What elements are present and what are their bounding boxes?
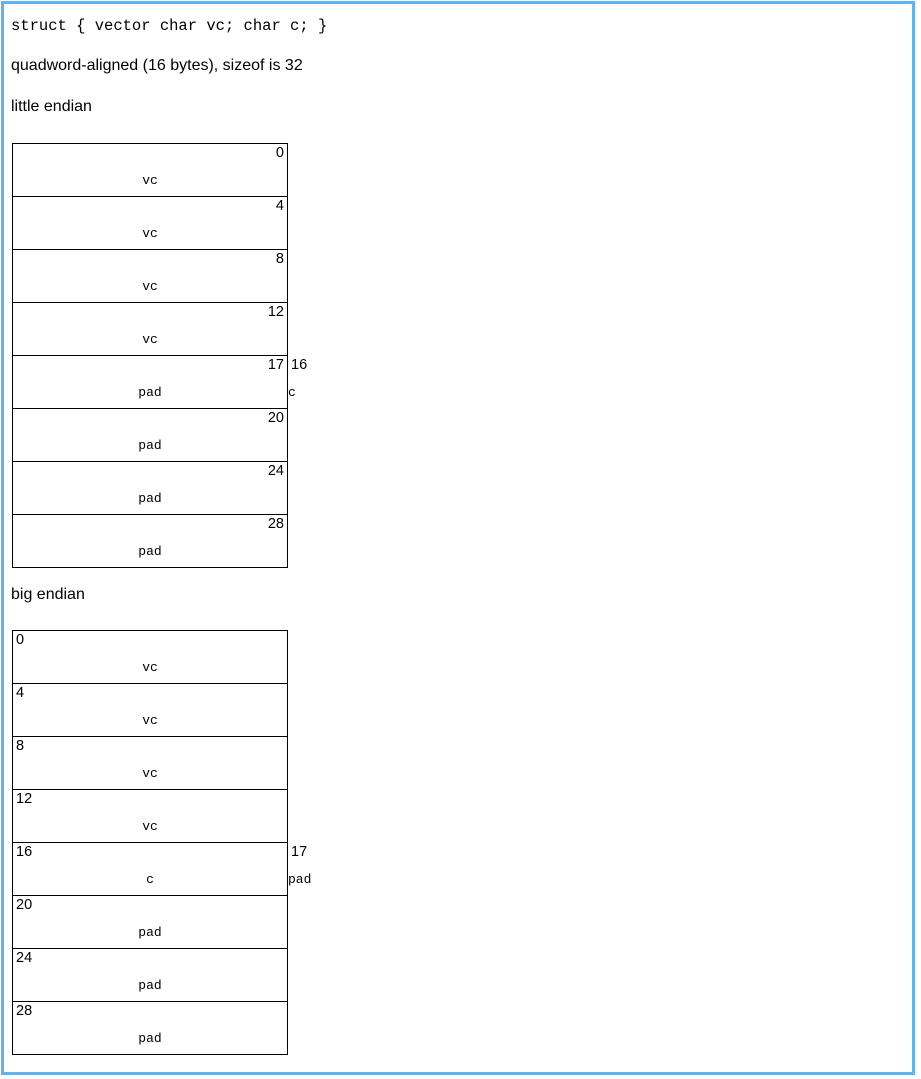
byte-offset-label: 0 — [275, 145, 284, 161]
memory-cell: 0 vc — [12, 143, 288, 197]
byte-offset-label: 12 — [267, 304, 284, 320]
memory-row: 20 pad — [12, 895, 288, 949]
big-endian-heading: big endian — [11, 586, 85, 603]
field-name-label: pad — [138, 491, 162, 506]
memory-row: 17 pad 16 c — [12, 355, 307, 409]
memory-row: 28 pad — [12, 1001, 288, 1055]
byte-offset-label: 0 — [16, 632, 25, 648]
byte-offset-label: 8 — [275, 251, 284, 267]
byte-offset-label: 20 — [267, 410, 284, 426]
byte-offset-label: 4 — [275, 198, 284, 214]
field-name-label: pad — [138, 925, 162, 940]
byte-offset-label: 28 — [267, 516, 284, 532]
memory-cell: 8 vc — [12, 249, 288, 303]
memory-row: 4 vc — [12, 196, 288, 250]
byte-offset-label: 28 — [16, 1003, 33, 1019]
memory-cell: 24 pad — [12, 948, 288, 1002]
little-endian-heading: little endian — [11, 98, 92, 115]
big-endian-rows: 0 vc 4 vc 8 vc 12 vc 16 c 17 pad 20 pad 24 pad 28 pad — [12, 630, 311, 1055]
field-name-label: pad — [138, 544, 162, 559]
byte-offset-label: 24 — [267, 463, 284, 479]
byte-offset-label: 16 — [291, 357, 308, 373]
memory-cell: 12 vc — [12, 789, 288, 843]
big-endian-layout-table: 0 vc 4 vc 8 vc 12 vc 16 c 17 pad 20 pad 24 pad 28 pad — [12, 630, 311, 1055]
memory-row: 0 vc — [12, 143, 288, 197]
field-name-label: c — [146, 872, 154, 887]
field-name-label: vc — [142, 766, 158, 781]
field-name-label: vc — [142, 660, 158, 675]
memory-row: 24 pad — [12, 948, 288, 1002]
memory-row: 8 vc — [12, 736, 288, 790]
memory-cell: 4 vc — [12, 683, 288, 737]
memory-row: 0 vc — [12, 630, 288, 684]
byte-offset-label: 4 — [16, 685, 25, 701]
memory-row: 20 pad — [12, 408, 288, 462]
alignment-note: quadword-aligned (16 bytes), sizeof is 3… — [11, 57, 303, 74]
memory-cell: 0 vc — [12, 630, 288, 684]
memory-cell: 8 vc — [12, 736, 288, 790]
field-name-label: pad — [138, 1031, 162, 1046]
memory-row: 16 c 17 pad — [12, 842, 311, 896]
little-endian-layout-table: 0 vc 4 vc 8 vc 12 vc 17 pad 16 c 20 pad 24 pad 28 pad — [12, 143, 307, 568]
field-name-label: vc — [142, 279, 158, 294]
byte-offset-label: 8 — [16, 738, 25, 754]
struct-declaration: struct { vector char vc; char c; } — [11, 17, 328, 35]
field-name-label: pad — [138, 438, 162, 453]
memory-row: 28 pad — [12, 514, 288, 568]
field-name-label: vc — [142, 332, 158, 347]
memory-cell: 20 pad — [12, 895, 288, 949]
field-name-label: vc — [142, 173, 158, 188]
memory-cell: 24 pad — [12, 461, 288, 515]
memory-cell: 4 vc — [12, 196, 288, 250]
field-name-label: pad — [138, 385, 162, 400]
memory-row: 24 pad — [12, 461, 288, 515]
field-name-label: pad — [138, 978, 162, 993]
memory-cell: 28 pad — [12, 1001, 288, 1055]
memory-row: 12 vc — [12, 302, 288, 356]
memory-cell: 20 pad — [12, 408, 288, 462]
byte-offset-label: 20 — [16, 897, 33, 913]
byte-offset-label: 17 — [291, 844, 308, 860]
byte-offset-label: 16 — [16, 844, 33, 860]
memory-row: 12 vc — [12, 789, 288, 843]
field-name-label: vc — [142, 819, 158, 834]
memory-cell: 16 c — [12, 842, 288, 896]
memory-cell: 12 vc — [12, 302, 288, 356]
memory-cell: 28 pad — [12, 514, 288, 568]
field-name-label: vc — [142, 226, 158, 241]
memory-row: 4 vc — [12, 683, 288, 737]
field-name-label: vc — [142, 713, 158, 728]
little-endian-rows: 0 vc 4 vc 8 vc 12 vc 17 pad 16 c 20 pad 24 pad 28 pad — [12, 143, 307, 568]
document-body: struct { vector char vc; char c; } quadw… — [7, 7, 915, 1075]
memory-row: 8 vc — [12, 249, 288, 303]
byte-offset-label: 24 — [16, 950, 33, 966]
byte-offset-label: 17 — [267, 357, 284, 373]
memory-cell: 17 pad — [12, 355, 288, 409]
byte-offset-label: 12 — [16, 791, 33, 807]
